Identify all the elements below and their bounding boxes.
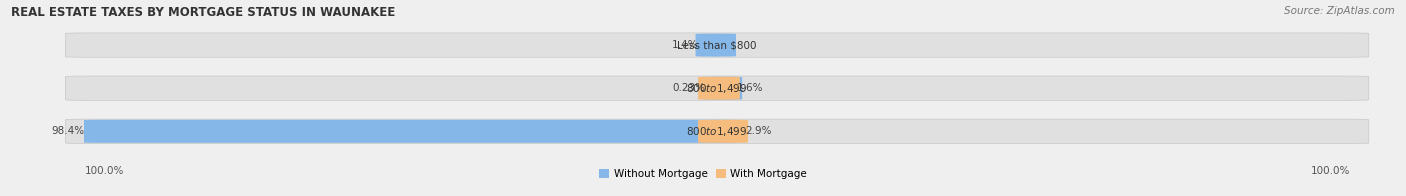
Text: 98.4%: 98.4%	[51, 126, 84, 136]
Text: $800 to $1,499: $800 to $1,499	[686, 125, 748, 138]
FancyBboxPatch shape	[82, 120, 737, 143]
FancyBboxPatch shape	[65, 119, 1369, 143]
Text: Source: ZipAtlas.com: Source: ZipAtlas.com	[1284, 6, 1395, 16]
Text: $800 to $1,499: $800 to $1,499	[686, 82, 748, 95]
Text: REAL ESTATE TAXES BY MORTGAGE STATUS IN WAUNAKEE: REAL ESTATE TAXES BY MORTGAGE STATUS IN …	[11, 6, 395, 19]
FancyBboxPatch shape	[699, 120, 748, 143]
Text: 2.9%: 2.9%	[745, 126, 772, 136]
FancyBboxPatch shape	[699, 77, 740, 100]
Legend: Without Mortgage, With Mortgage: Without Mortgage, With Mortgage	[595, 165, 811, 183]
Text: Less than $800: Less than $800	[678, 40, 756, 50]
Text: 1.6%: 1.6%	[737, 83, 763, 93]
Text: 0.23%: 0.23%	[672, 83, 706, 93]
Text: 1.4%: 1.4%	[672, 40, 699, 50]
Text: 100.0%: 100.0%	[84, 166, 124, 176]
FancyBboxPatch shape	[65, 33, 1369, 57]
Text: 100.0%: 100.0%	[1310, 166, 1350, 176]
FancyBboxPatch shape	[65, 76, 1369, 100]
FancyBboxPatch shape	[696, 34, 737, 57]
FancyBboxPatch shape	[703, 77, 742, 100]
